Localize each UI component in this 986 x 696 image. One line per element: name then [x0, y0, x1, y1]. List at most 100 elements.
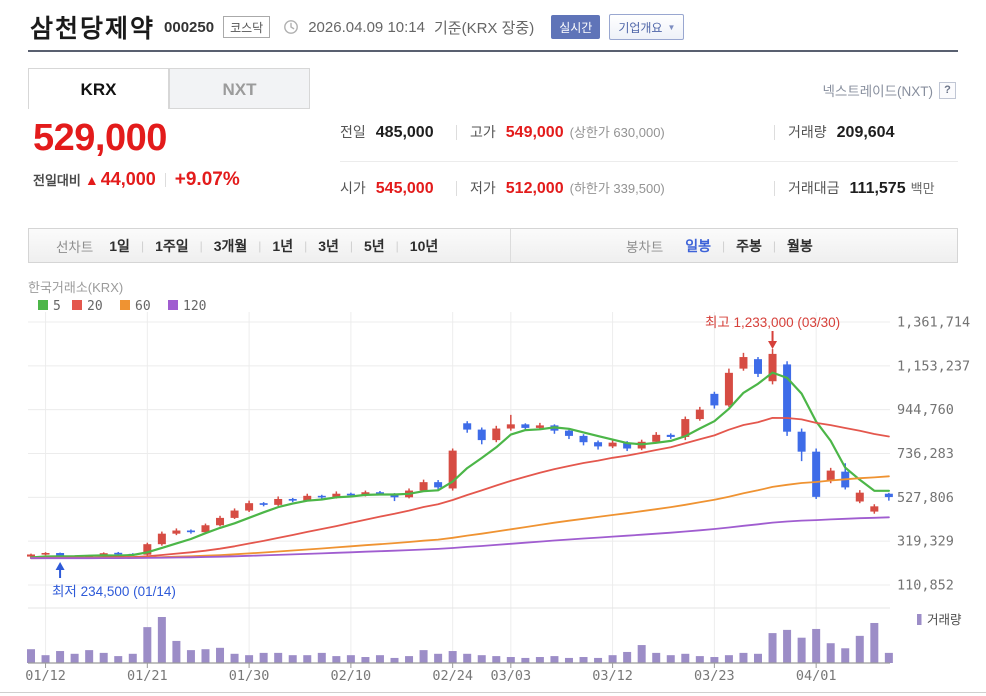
volume-bar	[477, 655, 486, 663]
divider: |	[349, 238, 353, 253]
period-item-0[interactable]: 1일	[109, 237, 130, 254]
high-arrow-icon	[768, 341, 778, 349]
chart-text: 한국거래소(KRX)	[28, 280, 123, 295]
upper-limit: (상한가 630,000)	[569, 125, 665, 140]
prev-close-label: 전일	[340, 124, 366, 140]
ma-legend-swatch	[120, 300, 130, 310]
summary-row-2: 시가 545,000 저가 512,000 (하한가 339,500) 거래대금…	[340, 178, 962, 198]
candle-down	[754, 359, 762, 374]
candle-chart-group: 봉차트 일봉 | 주봉 | 월봉	[626, 229, 813, 262]
candle-down	[390, 493, 399, 498]
candle-period-item-1[interactable]: 주봉	[736, 237, 762, 254]
period-item-3[interactable]: 1년	[272, 237, 294, 254]
header: 삼천당제약 000250 코스닥 2026.04.09 10:14 기준(KRX…	[30, 9, 966, 45]
chart-text: 60	[135, 299, 151, 314]
chart-text: 1,153,237	[897, 358, 970, 374]
change-row: 전일대비 ▲ 44,000 +9.07%	[33, 169, 240, 191]
period-item-5[interactable]: 5년	[364, 237, 385, 254]
candle-down	[259, 503, 268, 505]
tab-krx[interactable]: KRX	[28, 68, 169, 109]
price-block: 529,000 전일대비 ▲ 44,000 +9.07%	[33, 117, 240, 191]
divider	[456, 180, 457, 196]
candle-up	[695, 409, 704, 420]
volume-bar	[695, 656, 704, 663]
company-overview-label: 기업개요	[618, 21, 663, 35]
volume-bar	[754, 653, 762, 663]
ma-legend-swatch	[72, 300, 82, 310]
chart-text: 736,283	[897, 446, 954, 462]
stock-name: 삼천당제약	[30, 15, 156, 43]
divider: |	[199, 238, 203, 253]
chevron-down-icon: ▼	[667, 23, 676, 32]
realtime-badge[interactable]: 실시간	[551, 15, 601, 39]
volume-bar	[623, 651, 632, 663]
candle-up	[739, 357, 748, 369]
ma-line-20	[30, 416, 890, 560]
volume-bar	[550, 656, 559, 663]
period-item-6[interactable]: 10년	[409, 237, 439, 254]
day-high-label: 고가	[470, 124, 496, 140]
chart-text: 5	[53, 299, 61, 314]
candle-down	[375, 492, 384, 494]
divider	[774, 180, 775, 196]
volume-bar	[85, 650, 94, 663]
period-item-2[interactable]: 3개월	[213, 237, 248, 254]
day-low-cell: 저가 512,000 (하한가 339,500)	[470, 178, 774, 198]
period-item-4[interactable]: 3년	[318, 237, 339, 254]
prev-close-value: 485,000	[375, 124, 434, 141]
candle-period-item-0[interactable]: 일봉	[685, 237, 712, 254]
volume-bar	[797, 637, 806, 663]
candle-up	[652, 434, 661, 442]
change-percent: +9.07%	[174, 168, 240, 190]
chart-text: 03/12	[592, 668, 633, 684]
candle-down	[579, 435, 588, 443]
volume-bar	[870, 622, 879, 663]
candle-down	[564, 430, 573, 436]
volume-bar	[288, 655, 297, 663]
volume-bar	[405, 656, 414, 663]
volume-bar	[419, 650, 428, 663]
candle-down	[710, 393, 719, 406]
ma-legend-swatch	[168, 300, 178, 310]
lower-limit: (하한가 339,500)	[569, 181, 665, 196]
candle-period-items: 일봉 | 주봉 | 월봉	[685, 236, 813, 256]
candle-down	[346, 493, 355, 496]
tab-nxt[interactable]: NXT	[169, 68, 310, 109]
chart-text: 110,852	[897, 578, 954, 594]
chart-text: 최저 234,500 (01/14)	[52, 584, 176, 599]
volume-bar	[783, 629, 792, 663]
clock-icon	[283, 19, 299, 35]
volume-bar	[884, 652, 893, 663]
volume-bar	[230, 653, 239, 663]
volume-bar	[128, 653, 137, 663]
low-arrow-icon	[55, 562, 65, 570]
trade-value-value: 111,575	[849, 180, 906, 197]
volume-bar	[375, 655, 384, 663]
candle-period-item-2[interactable]: 월봉	[787, 237, 813, 254]
help-icon[interactable]: ?	[939, 81, 956, 99]
chart-text: 120	[183, 299, 206, 314]
up-arrow-icon: ▲	[84, 171, 99, 188]
candle-down	[797, 431, 806, 452]
chart-text: 최고 1,233,000 (03/30)	[705, 315, 840, 330]
volume-bar	[70, 653, 79, 663]
volume-bar	[172, 640, 181, 663]
candle-up	[535, 425, 544, 428]
chart-text: 01/21	[127, 668, 168, 684]
trade-value-unit: 백만	[910, 181, 935, 196]
trade-value-cell: 거래대금 111,575 백만	[788, 178, 935, 198]
candle-up	[27, 554, 35, 557]
price-volume-chart: 1,361,714 1,153,237 944,760 736,283 527,806 3…	[0, 280, 986, 693]
volume-bar	[143, 627, 152, 663]
nxt-link-label[interactable]: 넥스트레이드(NXT)	[822, 84, 933, 99]
volume-bar	[390, 657, 399, 663]
company-overview-button[interactable]: 기업개요 ▼	[609, 14, 685, 40]
volume-bar	[332, 656, 341, 663]
ma-line-60	[30, 475, 890, 560]
summary-row-1: 전일 485,000 고가 549,000 (상한가 630,000) 거래량 …	[340, 122, 962, 142]
volume-bar	[768, 633, 777, 663]
candle-up	[274, 498, 283, 505]
period-item-1[interactable]: 1주일	[155, 237, 189, 254]
candle-down	[521, 424, 530, 428]
